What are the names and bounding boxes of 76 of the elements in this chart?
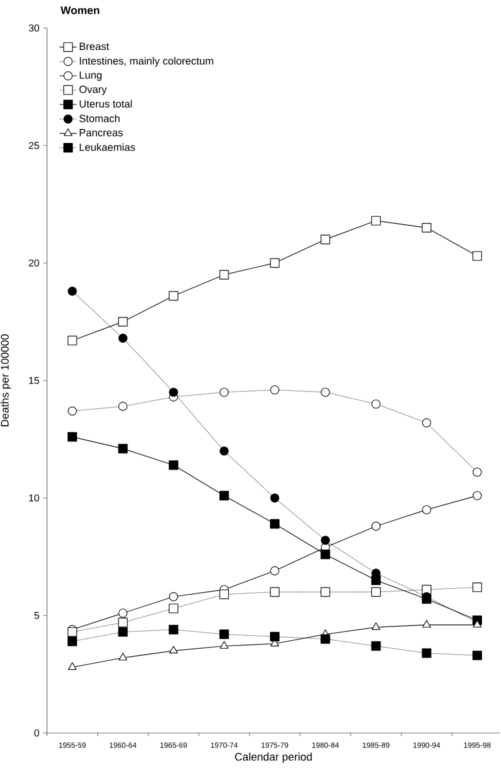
point bbox=[219, 490, 229, 500]
point bbox=[472, 650, 482, 660]
point bbox=[118, 334, 128, 343]
point bbox=[68, 286, 77, 296]
point bbox=[169, 592, 178, 602]
point bbox=[270, 566, 280, 576]
point bbox=[168, 624, 178, 634]
point bbox=[118, 608, 128, 618]
point bbox=[68, 662, 77, 670]
y-tick-label: 25 bbox=[28, 142, 40, 150]
point bbox=[118, 627, 128, 637]
point bbox=[270, 385, 280, 394]
y-tick-label: 0 bbox=[34, 729, 40, 737]
point bbox=[68, 636, 78, 646]
point bbox=[320, 550, 330, 560]
point bbox=[68, 406, 77, 416]
point bbox=[219, 590, 229, 600]
x-axis-title: Calendar period bbox=[235, 752, 312, 763]
point bbox=[270, 258, 280, 268]
point bbox=[220, 446, 229, 456]
chart-title: Women bbox=[60, 6, 100, 14]
point bbox=[320, 234, 330, 244]
legend-label: Intestines, mainly colorectum bbox=[80, 56, 214, 67]
legend-label: Stomach bbox=[79, 114, 120, 122]
point bbox=[422, 418, 432, 428]
y-tick-label: 15 bbox=[29, 377, 40, 384]
point bbox=[371, 216, 381, 226]
point bbox=[472, 491, 482, 500]
point bbox=[371, 587, 381, 597]
point bbox=[168, 460, 178, 470]
point bbox=[372, 622, 380, 630]
y-tick-label: 10 bbox=[29, 494, 40, 502]
point bbox=[320, 634, 330, 644]
y-tick-label: 30 bbox=[28, 24, 40, 32]
y-tick-label: 20 bbox=[28, 259, 40, 267]
legend-label: Breast bbox=[80, 42, 110, 50]
legend-label: Pancreas bbox=[80, 129, 123, 136]
point bbox=[472, 582, 482, 592]
legend-label: Leukaemias bbox=[80, 143, 135, 151]
point bbox=[118, 317, 128, 326]
point bbox=[472, 468, 482, 477]
point bbox=[168, 291, 178, 301]
point bbox=[219, 270, 229, 280]
legend-label: Ovary bbox=[79, 86, 107, 96]
legend-label: Uterus total bbox=[80, 100, 132, 108]
point bbox=[270, 632, 280, 642]
point bbox=[68, 627, 78, 637]
point bbox=[472, 251, 482, 261]
point bbox=[168, 604, 178, 614]
point bbox=[118, 402, 128, 411]
point bbox=[118, 444, 128, 454]
point bbox=[371, 522, 381, 531]
point bbox=[422, 505, 432, 514]
y-tick-label: 5 bbox=[34, 612, 40, 619]
point bbox=[68, 336, 78, 346]
point bbox=[270, 519, 280, 529]
point bbox=[371, 399, 381, 409]
point bbox=[169, 388, 178, 397]
point bbox=[270, 587, 280, 597]
point bbox=[422, 648, 432, 658]
point bbox=[118, 652, 128, 660]
point bbox=[320, 536, 330, 545]
y-axis-title: Deaths per 100000 bbox=[0, 334, 11, 426]
legend-label: Lung bbox=[80, 71, 102, 81]
point bbox=[422, 223, 432, 232]
point bbox=[320, 388, 330, 397]
point bbox=[220, 641, 228, 649]
point bbox=[169, 646, 178, 654]
point bbox=[422, 620, 431, 628]
point bbox=[118, 618, 128, 628]
point bbox=[219, 630, 229, 640]
point bbox=[371, 641, 381, 651]
point bbox=[220, 388, 229, 397]
point bbox=[68, 432, 78, 442]
point bbox=[270, 493, 280, 503]
point bbox=[320, 587, 330, 597]
